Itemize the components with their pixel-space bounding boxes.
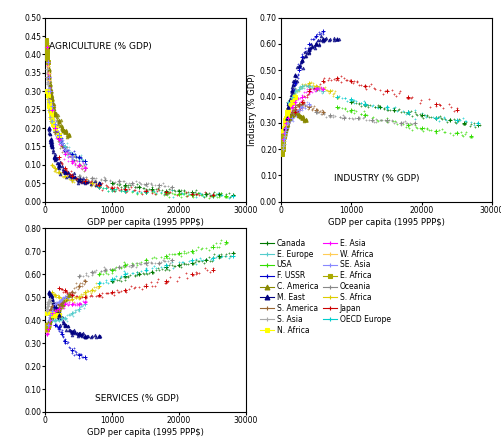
X-axis label: GDP per capita (1995 PPP$): GDP per capita (1995 PPP$) (328, 218, 444, 226)
X-axis label: GDP per capita (1995 PPP$): GDP per capita (1995 PPP$) (87, 218, 203, 226)
X-axis label: GDP per capita (1995 PPP$): GDP per capita (1995 PPP$) (87, 428, 203, 437)
Text: SERVICES (% GDP): SERVICES (% GDP) (95, 394, 179, 403)
Text: AGRICULTURE (% GDP): AGRICULTURE (% GDP) (49, 42, 152, 51)
Legend: Canada, E. Europe, USA, F. USSR, C. America, M. East, S. America, S. Asia, N. Af: Canada, E. Europe, USA, F. USSR, C. Amer… (260, 239, 390, 335)
Y-axis label: Industry (% GDP): Industry (% GDP) (247, 74, 257, 146)
Text: INDUSTRY (% GDP): INDUSTRY (% GDP) (333, 174, 418, 183)
